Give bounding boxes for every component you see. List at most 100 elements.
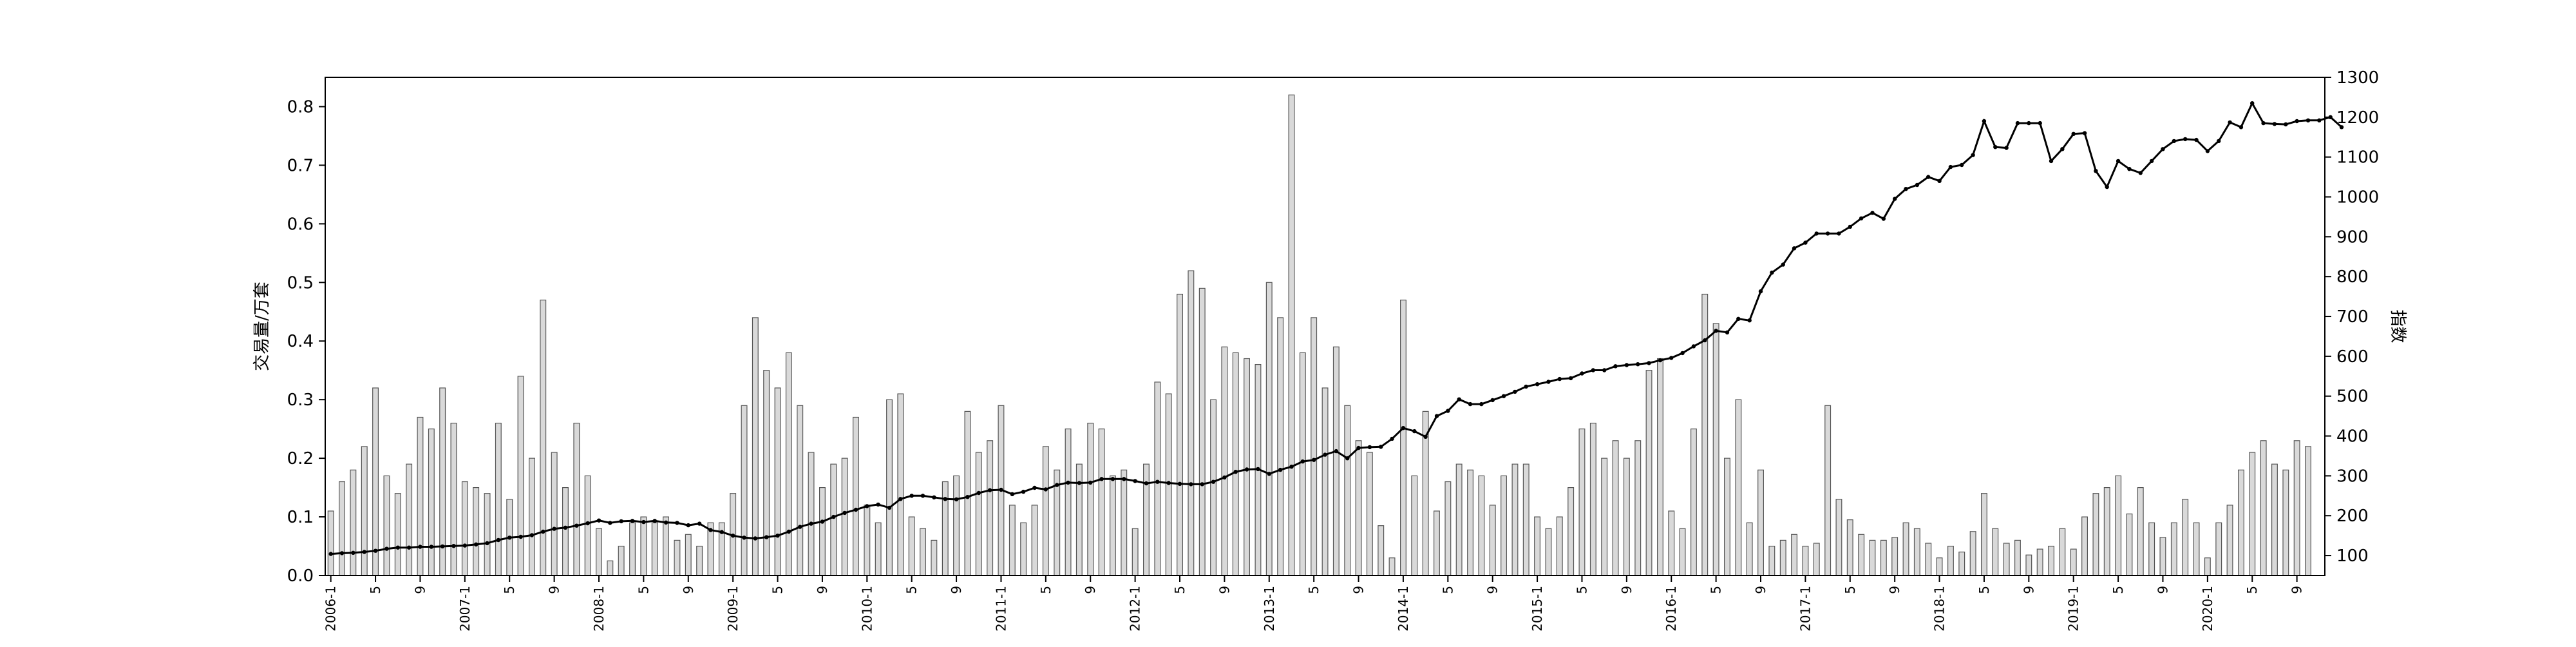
line-point	[2261, 121, 2266, 126]
x-tick-label: 2006-1	[323, 586, 339, 632]
bar	[383, 475, 390, 576]
line-point	[1725, 330, 1730, 334]
bar	[1020, 522, 1027, 576]
bar	[1735, 399, 1742, 576]
bar	[2059, 528, 2066, 576]
line-point	[2272, 122, 2277, 126]
bar	[461, 481, 468, 576]
x-tick-label: 5	[770, 586, 786, 594]
right-tick-label: 700	[2336, 307, 2369, 327]
bar	[1567, 487, 1575, 576]
bar	[2014, 539, 2021, 576]
line-point	[462, 543, 467, 548]
line-point	[1323, 452, 1327, 457]
bar	[1031, 505, 1038, 576]
line-point	[2038, 121, 2042, 126]
bar	[1891, 537, 1899, 576]
bar	[1936, 557, 1943, 576]
line-point	[865, 504, 869, 508]
line-point	[1021, 489, 1026, 494]
bar	[685, 534, 692, 576]
line-point	[1859, 216, 1864, 221]
x-tick-label: 5	[1842, 586, 1858, 594]
bar	[1712, 323, 1719, 576]
left-tick-label: 0.1	[287, 508, 314, 527]
line-point	[1881, 217, 1886, 221]
line-point	[1434, 414, 1439, 418]
x-tick-label: 5	[1172, 586, 1188, 594]
x-tick-label: 2020-1	[2200, 586, 2215, 632]
right-tick-label: 1000	[2336, 188, 2379, 208]
line-point	[2317, 118, 2322, 122]
plot-frame	[325, 77, 2325, 576]
line-point	[2217, 139, 2221, 144]
line-point	[1256, 467, 1260, 472]
bar	[1411, 475, 1418, 576]
line-point	[2295, 119, 2299, 124]
bar	[1121, 469, 1128, 576]
x-tick-label: 5	[368, 586, 383, 594]
x-tick-label: 2014-1	[1396, 586, 1411, 632]
line-point	[2284, 122, 2288, 127]
bar	[1478, 475, 1485, 576]
line-point	[2306, 118, 2311, 122]
bar	[394, 493, 401, 576]
line-point	[1468, 401, 1473, 407]
x-tick-label: 9	[1887, 586, 1902, 594]
line-point	[1669, 356, 1674, 360]
line-point	[1166, 481, 1171, 485]
line-point	[708, 528, 713, 532]
line-point	[2138, 171, 2143, 175]
bar	[339, 481, 346, 576]
right-axis-label: 指数	[2388, 309, 2407, 343]
bar	[1701, 293, 1709, 576]
left-axis-label: 交易量/万套	[252, 282, 272, 371]
bar	[2182, 499, 2189, 576]
bar	[1913, 528, 1920, 576]
bar	[987, 440, 994, 576]
right-tick-label: 900	[2336, 227, 2369, 247]
bar	[674, 539, 681, 576]
line-point	[932, 495, 936, 499]
bar	[1858, 534, 1865, 576]
bar	[1992, 528, 1999, 576]
line-point	[1278, 467, 1283, 472]
bar	[1154, 381, 1161, 576]
line-point	[507, 536, 512, 540]
bar	[2271, 463, 2278, 576]
line-point	[1546, 380, 1551, 384]
line-point	[1814, 231, 1819, 236]
bar	[361, 446, 368, 576]
line-point	[585, 521, 590, 526]
line-point	[719, 530, 724, 534]
left-tick-label: 0.4	[287, 332, 314, 351]
line-point	[496, 537, 501, 543]
line-point	[1457, 397, 1461, 401]
x-tick-label: 2015-1	[1530, 586, 1545, 632]
bar-series	[327, 94, 2311, 576]
bar	[1981, 493, 1987, 576]
line-point	[1915, 182, 1920, 188]
bar	[1332, 346, 1340, 576]
bar	[1299, 352, 1306, 576]
bar	[2249, 452, 2256, 576]
line-point	[1513, 389, 1517, 394]
bar	[1645, 370, 1653, 576]
bar	[931, 539, 938, 576]
line-point	[1010, 492, 1015, 496]
line-point	[1736, 316, 1741, 321]
line-point	[1222, 475, 1227, 480]
bar	[1724, 458, 1730, 576]
x-tick-label: 2009-1	[725, 586, 741, 632]
bar	[1065, 428, 1072, 576]
line-point	[2172, 139, 2176, 144]
line-point	[652, 519, 657, 523]
x-tick-label: 2012-1	[1128, 586, 1143, 632]
line-point	[1758, 289, 1763, 294]
line-point	[686, 523, 691, 528]
bar	[2293, 440, 2300, 576]
bar	[1634, 440, 1642, 576]
right-tick-label: 1300	[2336, 68, 2379, 88]
x-tick-label: 9	[2155, 586, 2171, 594]
bar	[562, 487, 569, 576]
